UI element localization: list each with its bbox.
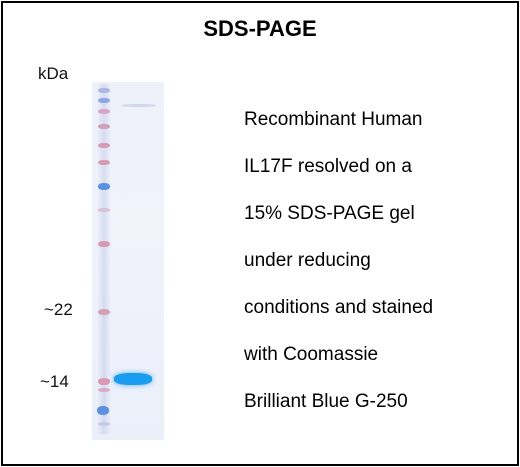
description-line: with Coomassie bbox=[244, 343, 379, 365]
ladder-lane bbox=[97, 84, 111, 434]
figure-title: SDS-PAGE bbox=[203, 16, 317, 41]
description-line: IL17F resolved on a bbox=[244, 155, 412, 177]
description-line: under reducing bbox=[244, 249, 371, 271]
description-line: Recombinant Human bbox=[244, 108, 423, 130]
ladder-band bbox=[98, 88, 110, 93]
ladder-band bbox=[98, 124, 110, 129]
sample-band-il17f bbox=[114, 373, 152, 385]
ladder-band bbox=[98, 98, 110, 103]
ladder-band bbox=[98, 109, 110, 114]
ladder-band bbox=[98, 208, 110, 212]
marker-label-22: ~22 bbox=[44, 300, 73, 319]
ladder-band bbox=[98, 388, 110, 392]
ladder-band bbox=[98, 241, 110, 247]
description-line: 15% SDS-PAGE gel bbox=[244, 202, 415, 224]
sample-faint-band bbox=[122, 104, 156, 107]
ladder-band bbox=[98, 183, 110, 190]
ladder-band bbox=[98, 160, 110, 165]
ladder-band bbox=[98, 378, 110, 385]
description-text: Recombinant Human IL17F resolved on a 15… bbox=[244, 84, 494, 437]
ladder-band bbox=[98, 309, 110, 315]
marker-label-14: ~14 bbox=[40, 372, 69, 391]
description-line: conditions and stained bbox=[244, 296, 434, 318]
unit-label: kDa bbox=[38, 64, 69, 83]
description-line: Brilliant Blue G-250 bbox=[244, 390, 408, 412]
ladder-band bbox=[98, 143, 110, 148]
ladder-band bbox=[97, 406, 109, 415]
ladder-band bbox=[98, 422, 110, 426]
